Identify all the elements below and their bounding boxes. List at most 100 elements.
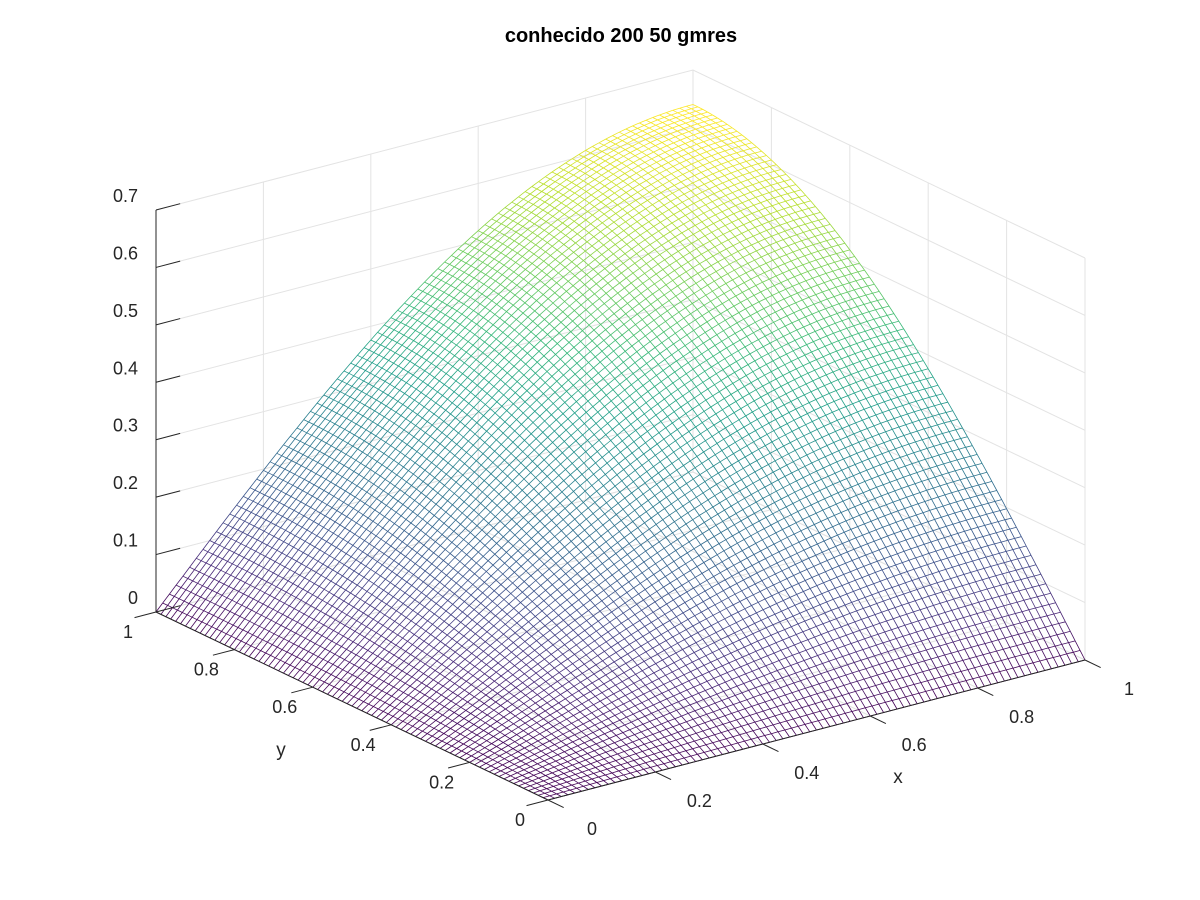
mesh-segment-x — [633, 757, 641, 761]
mesh-segment-x — [555, 685, 563, 691]
mesh-segment-x — [576, 462, 585, 470]
mesh-segment-x — [683, 313, 691, 319]
mesh-segment-x — [442, 589, 450, 597]
mesh-segment-x — [670, 322, 678, 328]
mesh-segment-x — [962, 540, 970, 543]
mesh-segment-x — [972, 676, 980, 680]
mesh-segment-x — [710, 443, 718, 449]
mesh-segment-x — [848, 422, 856, 426]
mesh-segment-x — [693, 433, 701, 439]
mesh-segment-x — [680, 742, 688, 746]
mesh-segment-x — [911, 461, 919, 465]
mesh-segment-x — [628, 362, 636, 369]
mesh-segment-x — [781, 567, 789, 572]
mesh-segment-x — [777, 364, 785, 369]
mesh-segment-x — [621, 581, 629, 587]
mesh-segment-x — [482, 706, 490, 713]
mesh-segment-x — [647, 672, 655, 677]
mesh-segment-x — [639, 651, 647, 657]
mesh-segment-x — [558, 786, 566, 790]
mesh-segment-x — [918, 691, 926, 694]
mesh-segment-x — [476, 518, 484, 526]
mesh-segment-x — [743, 576, 751, 581]
mesh-segment-x — [295, 588, 304, 598]
mesh-segment-x — [540, 702, 548, 708]
mesh-segment-x — [542, 464, 550, 472]
mesh-segment-x — [760, 692, 768, 696]
mesh-segment-x — [492, 558, 500, 566]
mesh-segment-x — [257, 628, 265, 638]
mesh-segment-x — [380, 661, 388, 670]
mesh-segment-x — [438, 644, 446, 652]
mesh-segment-x — [799, 714, 807, 718]
mesh-segment-x — [454, 645, 463, 653]
mesh-segment-x — [759, 364, 767, 369]
mesh-segment-x — [888, 340, 896, 343]
mesh-segment-x — [721, 697, 729, 701]
mesh-segment-x — [697, 665, 705, 669]
mesh-segment-x — [768, 532, 776, 537]
mesh-segment-x — [619, 486, 627, 493]
mesh-segment-x — [352, 667, 360, 676]
mesh-segment-x — [919, 489, 927, 493]
mesh-segment-x — [847, 621, 855, 625]
mesh-segment-x — [852, 296, 860, 300]
mesh-segment-x — [575, 672, 583, 678]
mesh-segment-x — [867, 425, 875, 429]
mesh-segment-x — [465, 704, 473, 711]
mesh-segment-x — [887, 490, 895, 494]
mesh-segment-x — [825, 568, 833, 573]
mesh-segment-x — [958, 446, 966, 450]
mesh-segment-x — [1019, 664, 1027, 667]
mesh-segment-x — [643, 341, 651, 347]
mesh-segment-x — [571, 634, 579, 641]
mesh-segment-x — [828, 322, 836, 327]
mesh-segment-x — [867, 498, 875, 502]
mesh-segment-x — [854, 390, 862, 394]
mesh-segment-x — [347, 570, 355, 580]
mesh-segment-x — [630, 566, 638, 572]
mesh-segment-x — [454, 750, 462, 756]
mesh-segment-x — [857, 678, 865, 682]
mesh-segment-x — [289, 656, 298, 666]
mesh-segment-x — [532, 520, 541, 528]
mesh-segment-x — [714, 732, 722, 736]
mesh-segment-x — [554, 530, 562, 537]
mesh-segment-x — [871, 326, 879, 330]
mesh-segment-x — [429, 691, 437, 699]
mesh-segment-x — [550, 649, 559, 655]
mesh-segment-x — [491, 493, 500, 502]
mesh-segment-x — [589, 782, 597, 785]
mesh-segment-x — [836, 310, 844, 314]
mesh-segment-x — [909, 472, 917, 476]
mesh-segment-x — [340, 578, 348, 588]
mesh-segment-x — [497, 758, 505, 763]
mesh-segment-x — [297, 577, 305, 587]
mesh-segment-x — [774, 346, 782, 351]
mesh-segment-x — [253, 650, 262, 660]
mesh-segment-x — [770, 632, 778, 636]
mesh-segment-x — [676, 317, 685, 324]
mesh-segment-x — [671, 701, 679, 705]
mesh-segment-x — [942, 503, 950, 507]
mesh-segment-x — [624, 532, 632, 538]
mesh-segment-x — [819, 374, 827, 379]
mesh-segment-x — [532, 685, 540, 692]
mesh-segment-x — [918, 417, 927, 421]
mesh-segment-x — [649, 628, 657, 633]
mesh-segment-x — [645, 681, 653, 686]
mesh-segment-x — [742, 353, 751, 359]
mesh-segment-x — [1032, 585, 1040, 588]
mesh-segment-x — [586, 578, 595, 585]
mesh-segment-x — [436, 560, 444, 568]
mesh-segment-x — [805, 577, 813, 581]
mesh-segment-x — [970, 613, 978, 616]
mesh-segment-x — [507, 572, 515, 579]
mesh-segment-x — [660, 565, 668, 571]
mesh-segment-x — [510, 587, 518, 594]
mesh-segment-x — [870, 518, 878, 522]
mesh-segment-x — [482, 586, 490, 594]
grid-line-y — [312, 145, 851, 688]
mesh-segment-x — [646, 611, 654, 617]
